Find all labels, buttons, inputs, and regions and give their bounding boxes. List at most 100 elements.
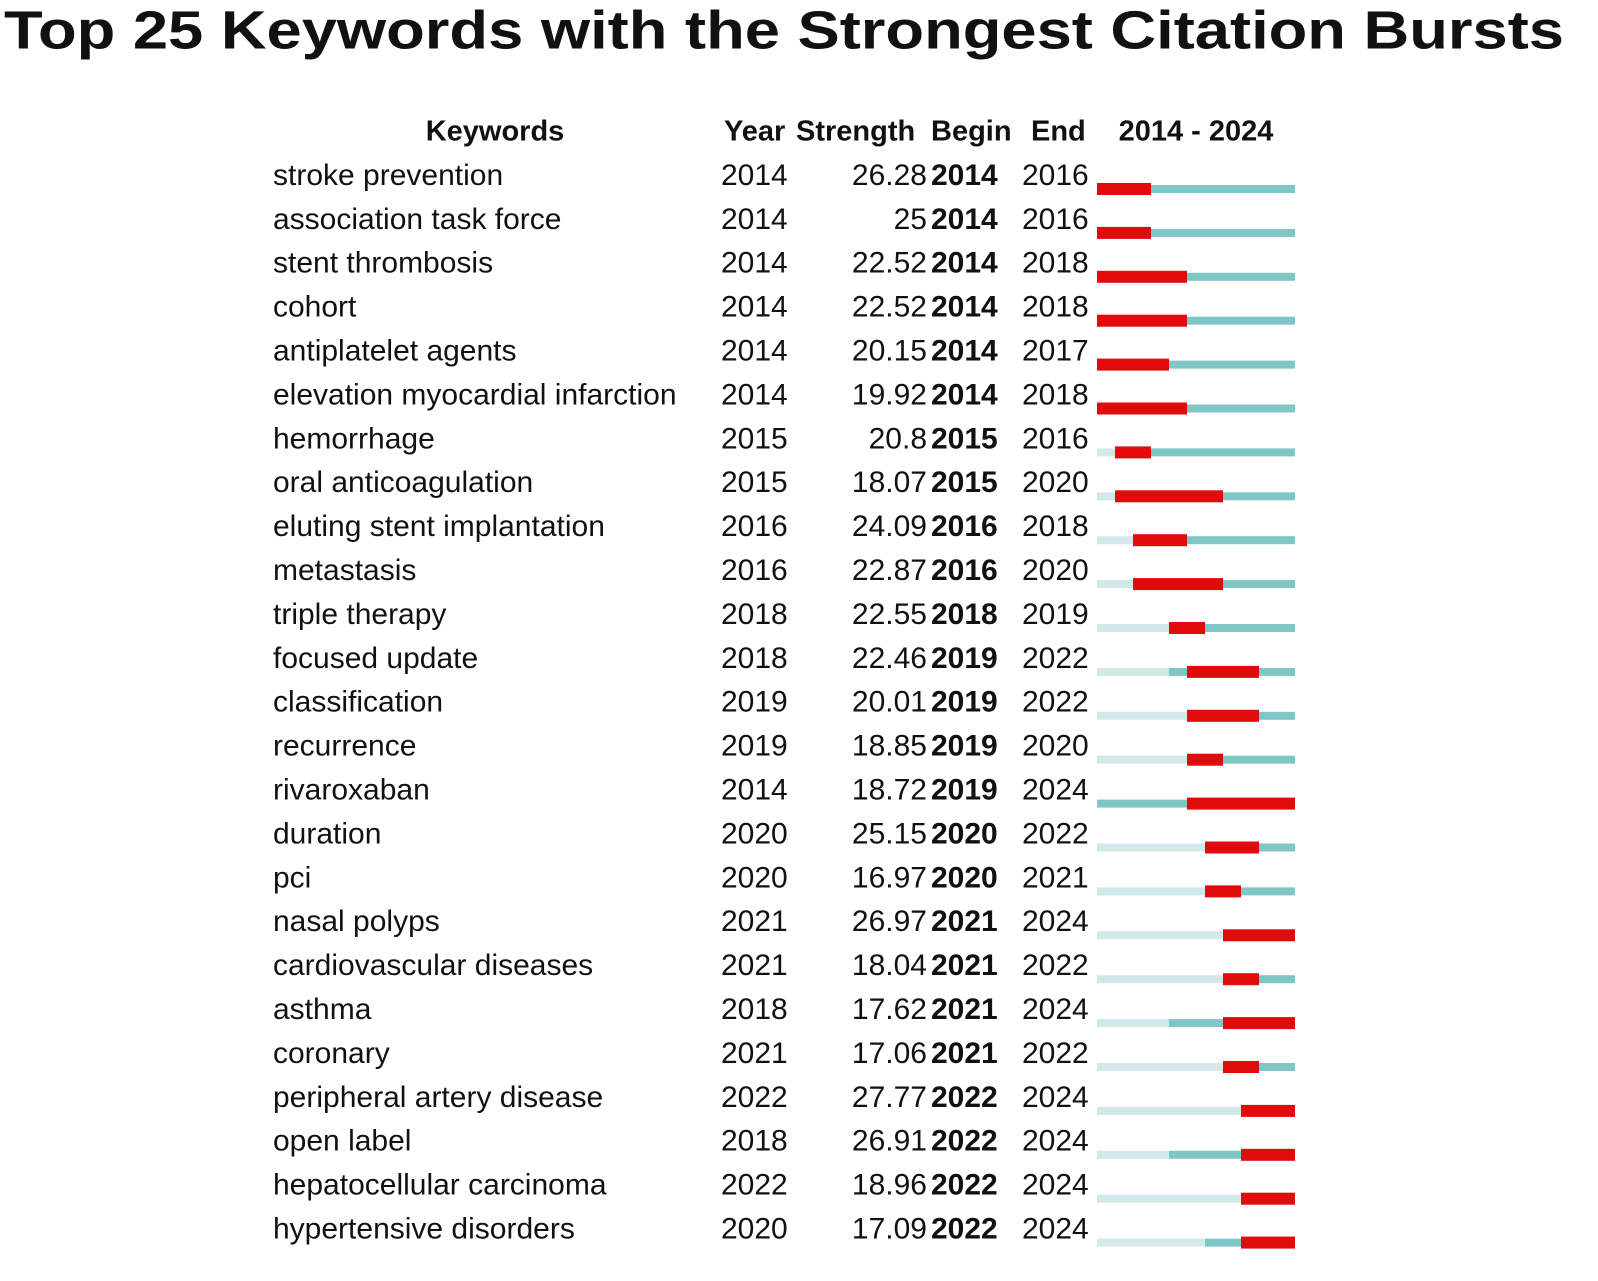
end: 2020 xyxy=(1022,466,1089,499)
year: 2019 xyxy=(721,686,788,719)
keyword: classification xyxy=(273,686,443,719)
burst xyxy=(1205,841,1259,854)
strength: 27.77 xyxy=(852,1081,927,1114)
active-period xyxy=(1097,404,1295,413)
end: 2024 xyxy=(1022,1169,1089,1202)
end: 2024 xyxy=(1022,1081,1089,1114)
pre-period xyxy=(1097,667,1169,676)
keyword: cohort xyxy=(273,291,357,324)
strength: 26.97 xyxy=(852,905,927,938)
keyword: metastasis xyxy=(273,554,416,587)
strength: 19.92 xyxy=(852,378,927,411)
strength: 24.09 xyxy=(852,510,927,543)
year: 2022 xyxy=(721,1169,788,1202)
end: 2022 xyxy=(1022,642,1089,675)
keyword: hemorrhage xyxy=(273,422,435,455)
year: 2014 xyxy=(721,335,788,368)
burst xyxy=(1097,183,1151,195)
end: 2024 xyxy=(1022,774,1089,807)
active-period xyxy=(1187,755,1295,764)
burst xyxy=(1187,753,1223,766)
begin: 2019 xyxy=(931,774,998,807)
year: 2018 xyxy=(721,598,788,631)
strength: 18.85 xyxy=(852,730,927,763)
strength: 22.46 xyxy=(852,642,927,675)
strength: 17.09 xyxy=(852,1213,927,1246)
active-period xyxy=(1169,1150,1295,1159)
burst xyxy=(1115,446,1151,459)
active-period xyxy=(1097,185,1295,193)
range-header: 2014 - 2024 xyxy=(1119,116,1274,148)
pre-period xyxy=(1097,492,1115,501)
active-period xyxy=(1133,536,1295,545)
strength: 20.15 xyxy=(852,335,927,368)
pre-period xyxy=(1097,1238,1205,1247)
burst xyxy=(1187,665,1259,678)
year: 2015 xyxy=(721,466,788,499)
pre-period xyxy=(1097,931,1223,940)
burst xyxy=(1097,270,1187,283)
burst xyxy=(1187,709,1259,722)
burst xyxy=(1097,402,1187,415)
end: 2022 xyxy=(1022,817,1089,850)
keyword: triple therapy xyxy=(273,598,446,631)
column-header: Keywords xyxy=(426,116,565,148)
begin: 2021 xyxy=(931,949,998,982)
begin: 2014 xyxy=(931,291,998,324)
burst xyxy=(1241,1148,1295,1161)
begin: 2022 xyxy=(931,1081,998,1114)
column-header: End xyxy=(1031,116,1086,148)
keyword: peripheral artery disease xyxy=(273,1081,603,1114)
pre-period xyxy=(1097,1194,1241,1203)
year: 2020 xyxy=(721,1213,788,1246)
begin: 2014 xyxy=(931,335,998,368)
year: 2021 xyxy=(721,1037,788,1070)
burst xyxy=(1097,314,1187,327)
pre-period xyxy=(1097,975,1223,984)
active-period xyxy=(1097,360,1295,369)
begin: 2021 xyxy=(931,905,998,938)
pre-period xyxy=(1097,1063,1223,1071)
end: 2017 xyxy=(1022,335,1089,368)
keyword: association task force xyxy=(273,203,561,236)
begin: 2020 xyxy=(931,861,998,894)
end: 2021 xyxy=(1022,861,1089,894)
pre-period xyxy=(1097,624,1169,632)
column-header: Year xyxy=(724,116,785,148)
strength: 22.55 xyxy=(852,598,927,631)
burst xyxy=(1097,226,1151,239)
pre-period xyxy=(1097,1150,1169,1159)
year: 2021 xyxy=(721,949,788,982)
year: 2014 xyxy=(721,774,788,807)
year: 2016 xyxy=(721,554,788,587)
begin: 2020 xyxy=(931,817,998,850)
keyword: pci xyxy=(273,861,311,894)
year: 2022 xyxy=(721,1081,788,1114)
year: 2016 xyxy=(721,510,788,543)
pre-period xyxy=(1097,711,1187,720)
begin: 2022 xyxy=(931,1213,998,1246)
pre-period xyxy=(1097,536,1133,545)
year: 2018 xyxy=(721,642,788,675)
begin: 2019 xyxy=(931,730,998,763)
begin: 2016 xyxy=(931,510,998,543)
keyword: coronary xyxy=(273,1037,390,1070)
end: 2018 xyxy=(1022,291,1089,324)
end: 2016 xyxy=(1022,422,1089,455)
strength: 22.52 xyxy=(852,247,927,280)
burst xyxy=(1115,490,1223,503)
strength: 18.72 xyxy=(852,774,927,807)
column-header: Begin xyxy=(931,116,1012,148)
end: 2019 xyxy=(1022,598,1089,631)
burst xyxy=(1205,885,1241,898)
year: 2014 xyxy=(721,291,788,324)
end: 2018 xyxy=(1022,247,1089,280)
begin: 2014 xyxy=(931,203,998,236)
year: 2014 xyxy=(721,378,788,411)
pre-period xyxy=(1097,755,1187,764)
year: 2014 xyxy=(721,247,788,280)
active-period xyxy=(1097,228,1295,237)
burst xyxy=(1223,929,1295,942)
active-period xyxy=(1097,272,1295,281)
strength: 25 xyxy=(894,203,927,236)
